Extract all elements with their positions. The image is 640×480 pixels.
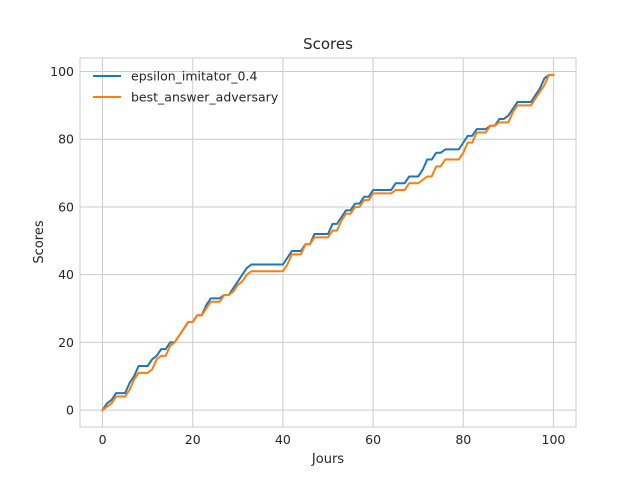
legend-label-best-answer: best_answer_adversary	[131, 90, 279, 105]
x-tick-label: 100	[542, 432, 566, 447]
series-line-1	[101, 73, 555, 412]
legend: epsilon_imitator_0.4 best_answer_adversa…	[93, 69, 279, 105]
plot-area	[80, 58, 576, 427]
y-tick-label: 40	[58, 267, 74, 282]
x-tick-label: 20	[185, 432, 201, 447]
legend-label-epsilon: epsilon_imitator_0.4	[131, 69, 257, 84]
x-axis-label: Jours	[311, 452, 344, 467]
y-tick-label: 80	[58, 132, 74, 147]
y-tick-label: 60	[58, 199, 74, 214]
tick-labels: 0 20 40 60 80 100 0 20 40 60 80 100	[50, 64, 565, 447]
series-group	[101, 73, 555, 412]
x-tick-label: 60	[365, 432, 381, 447]
x-tick-label: 80	[455, 432, 471, 447]
x-tick-label: 0	[99, 432, 107, 447]
y-tick-label: 0	[66, 403, 74, 418]
y-axis-label: Scores	[32, 220, 47, 263]
x-tick-label: 40	[275, 432, 291, 447]
chart-title: Scores	[303, 35, 353, 53]
grid	[80, 58, 576, 427]
y-tick-label: 20	[58, 335, 74, 350]
plot-frame	[79, 57, 577, 428]
y-tick-label: 100	[50, 64, 74, 79]
